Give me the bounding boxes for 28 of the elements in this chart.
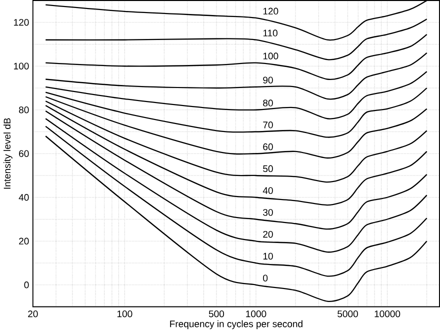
series-label: 10 [263,252,273,260]
series-label: 120 [263,8,278,15]
y-tick-label: 120 [14,19,29,26]
x-tick-label: 500 [208,310,224,318]
x-axis-title: Frequency in cycles per second [170,320,302,330]
x-tick-label: 1000 [246,310,266,318]
series-label: 30 [263,209,273,216]
series-label: 0 [263,274,268,282]
x-tick-label: 10000 [374,310,400,318]
y-tick-label: 80 [19,106,29,114]
y-tick-label: 100 [14,62,29,70]
series-label: 50 [263,165,273,172]
y-tick-label: 40 [18,194,29,201]
x-tick-label: 5000 [338,310,358,318]
y-tick-label: 20 [19,238,29,245]
series-label: 70 [263,122,273,128]
x-tick-label: 20 [28,310,38,318]
y-tick-label: 0 [24,282,29,288]
x-tick-label: 100 [117,310,132,318]
series-label: 20 [263,231,273,238]
series-label: 90 [263,76,273,84]
series-label: 60 [263,144,273,150]
y-tick-label: 60 [19,150,29,158]
series-label: 100 [263,52,278,60]
series-label: 80 [263,100,273,107]
series-label: 110 [263,30,278,37]
y-axis-title: Intensity level dB [4,118,12,189]
series-label: 40 [262,187,273,194]
